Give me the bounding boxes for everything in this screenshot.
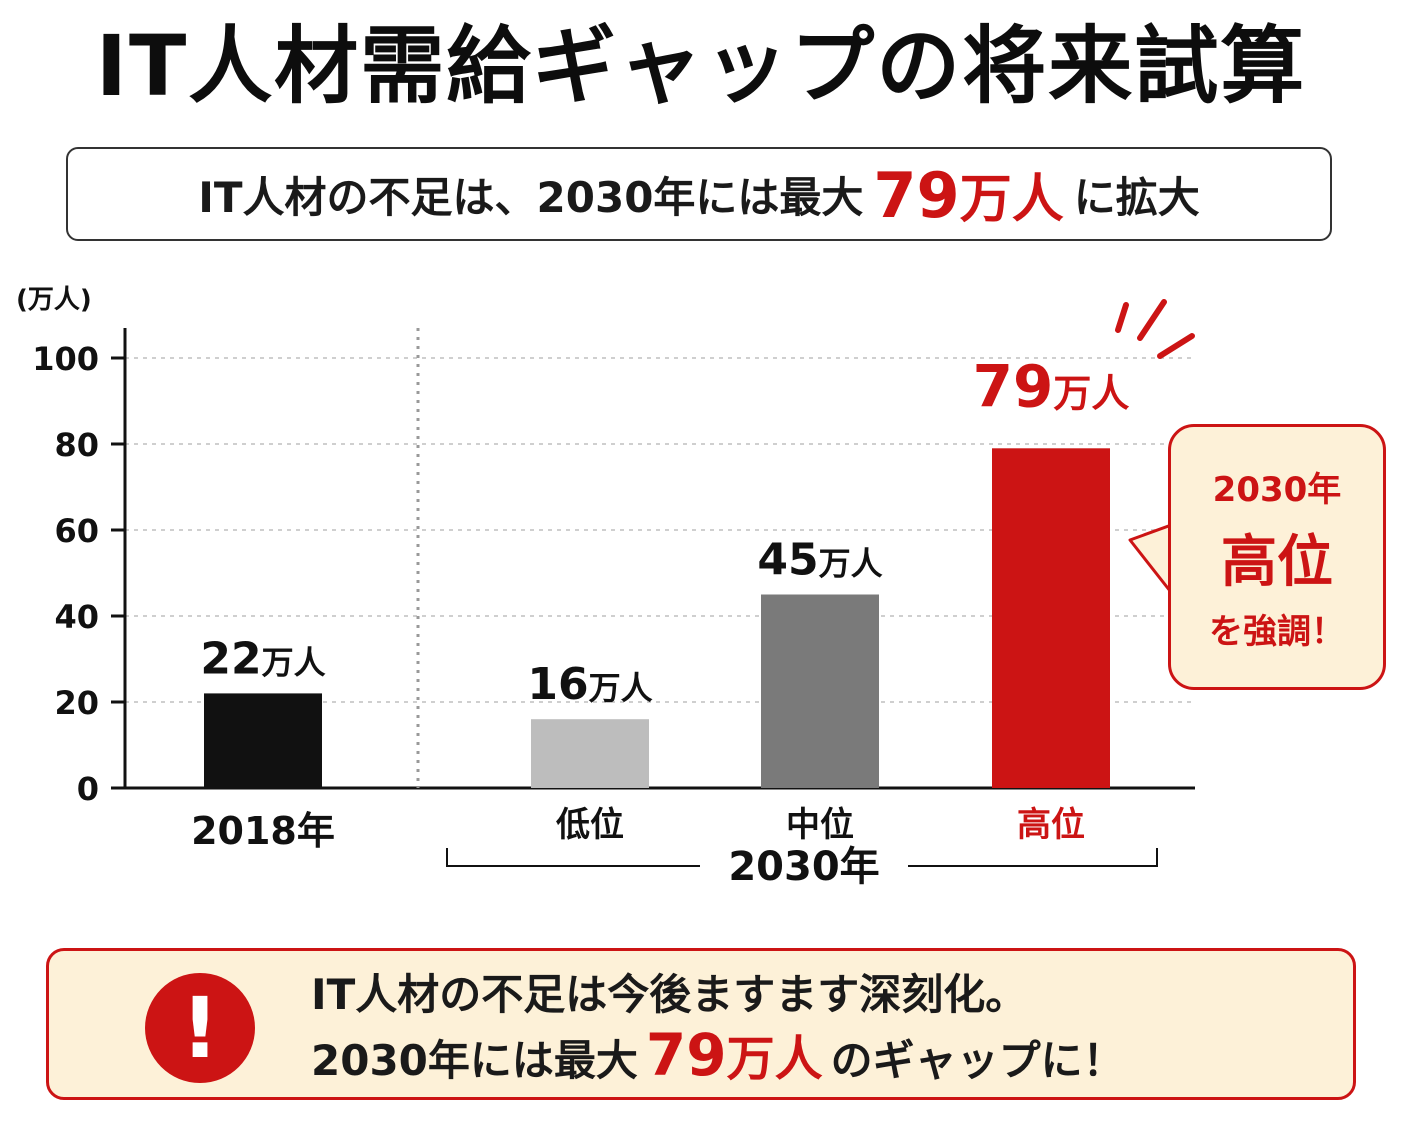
note-box: ! IT人材の不足は今後ますます深刻化。 2030年には最大 79万人 のギャップに… [46,948,1356,1100]
bar-1 [531,719,649,788]
group-label: 2030年 [728,844,879,890]
group-bracket-left [446,848,700,867]
exclamation-icon: ! [145,973,255,1083]
callout-bubble: 2030年 高位 を強調！ [1168,424,1386,690]
y-tick-label: 100 [32,340,99,378]
bar-2 [761,594,879,788]
y-tick-label: 40 [54,598,99,636]
note-highlight-number: 79 [645,1021,727,1089]
emphasis-burst [1137,299,1167,341]
note-text: IT人材の不足は今後ますます深刻化。 2030年には最大 79万人 のギャップに！ [311,965,1341,1091]
callout-line2: 高位 [1221,529,1333,595]
y-unit-label: (万人) [16,285,92,315]
callout-line3: を強調！ [1209,611,1345,652]
bar-value-label: 79万人 [973,352,1130,420]
note-line1: IT人材の不足は今後ますます深刻化。 [311,970,1028,1019]
bar-0 [204,693,322,788]
bar-value-label: 22万人 [200,633,325,684]
y-tick-label: 0 [77,770,99,808]
page-title: IT人材需給ギャップの将来試算 [95,17,1307,115]
bar-3 [992,448,1110,788]
x-category-label: 中位 [786,805,854,845]
group-bracket-right [908,848,1158,867]
x-category-label: 2018年 [191,809,335,853]
summary-highlight-unit: 万人 [959,169,1064,230]
summary-highlight-number: 79 [873,158,960,232]
y-tick-label: 60 [54,512,99,550]
summary-highlight: 79万人 [873,157,1063,232]
bar-value-label: 45万人 [757,535,882,586]
emphasis-burst [1115,302,1129,333]
bar-value-label: 16万人 [527,659,652,710]
note-line2-prefix: 2030年には最大 [311,1036,638,1085]
summary-suffix: に拡大 [1073,172,1200,222]
y-tick-label: 80 [54,426,99,464]
note-highlight: 79万人 [646,1021,823,1089]
callout-line1: 2030年 [1212,469,1342,510]
note-highlight-unit: 万人 [726,1031,823,1087]
y-tick-label: 20 [54,684,99,722]
note-line2-suffix: のギャップに！ [830,1036,1125,1085]
x-category-label: 低位 [556,805,624,845]
summary-prefix: IT人材の不足は、2030年には最大 [198,172,864,222]
summary-box: IT人材の不足は、2030年には最大 79万人 に拡大 [66,147,1332,241]
note-line2: 2030年には最大 79万人 のギャップに！ [311,1025,1341,1091]
emphasis-burst [1157,333,1195,359]
x-category-label: 高位 [1017,805,1085,845]
